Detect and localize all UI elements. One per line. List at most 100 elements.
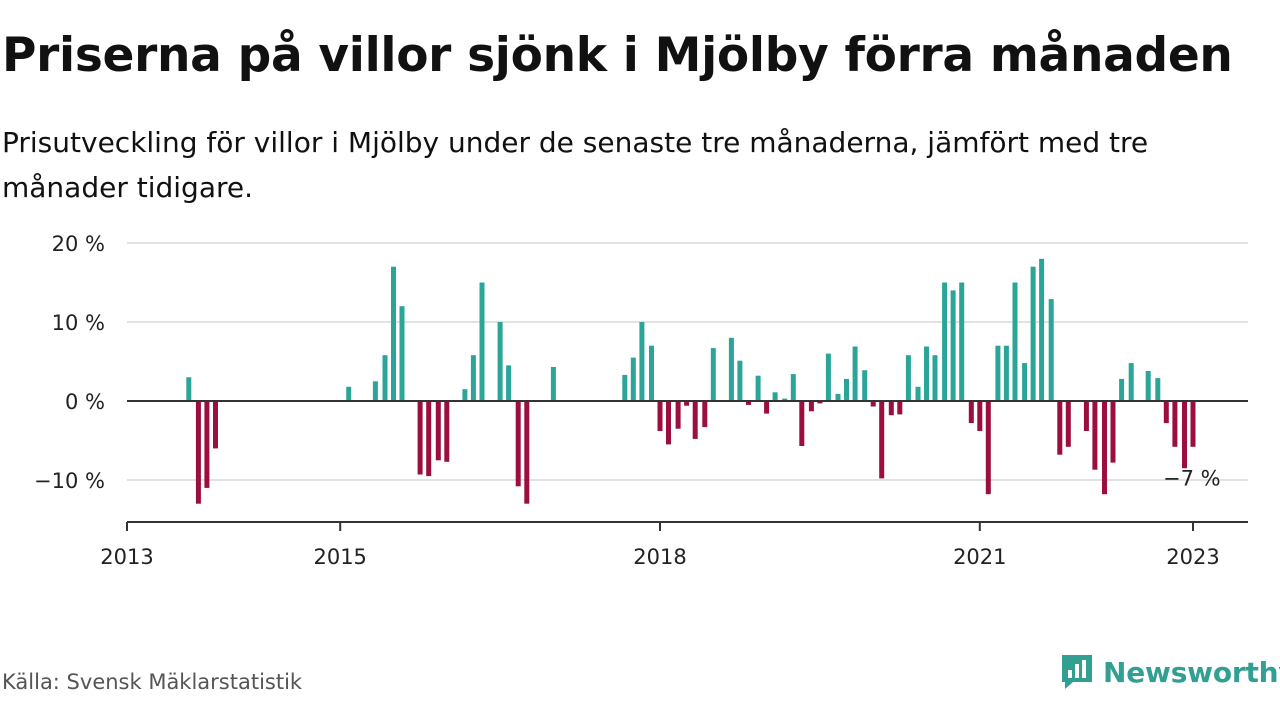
bar <box>684 401 690 406</box>
axes <box>126 400 1248 531</box>
bar <box>657 401 663 431</box>
bar <box>1057 401 1063 455</box>
bar <box>213 401 218 449</box>
bar <box>924 346 929 401</box>
x-tick-label: 2013 <box>100 545 153 569</box>
bar <box>977 401 983 431</box>
bar <box>746 401 751 405</box>
gridlines <box>127 242 1248 481</box>
bar <box>426 401 432 477</box>
bar <box>968 401 974 424</box>
bar <box>1048 299 1054 401</box>
bar <box>195 401 201 504</box>
bar <box>1119 378 1125 401</box>
bar <box>372 381 378 402</box>
x-tick-label: 2023 <box>1166 545 1219 569</box>
bar <box>995 345 1001 401</box>
bar <box>1163 401 1169 424</box>
bar <box>630 357 636 401</box>
bar <box>985 401 991 495</box>
bar <box>391 266 396 401</box>
bar <box>782 398 788 401</box>
bar <box>817 401 823 404</box>
bar <box>622 374 628 401</box>
bar <box>905 355 911 401</box>
bar <box>737 360 743 401</box>
bar <box>1083 401 1089 431</box>
bar <box>870 401 876 407</box>
bar <box>506 365 512 401</box>
bar <box>649 345 654 401</box>
bar <box>710 348 716 401</box>
bar <box>790 374 796 401</box>
y-tick-label: 0 % <box>65 390 105 414</box>
bar <box>497 322 503 401</box>
bar <box>755 375 761 401</box>
bar <box>1030 266 1036 401</box>
bar <box>915 386 921 401</box>
bar <box>959 282 965 401</box>
bar <box>1190 401 1196 447</box>
bar <box>702 401 708 428</box>
bar <box>888 401 894 416</box>
bar <box>1110 401 1116 463</box>
y-tick-label: 10 % <box>52 311 105 335</box>
bar <box>1003 345 1009 401</box>
bar <box>382 355 388 401</box>
bar <box>852 346 858 401</box>
bar <box>764 401 770 414</box>
brand-logo: Newsworthy <box>1059 652 1280 692</box>
bar <box>186 377 192 401</box>
bar <box>799 401 805 446</box>
bar <box>1022 363 1028 401</box>
bar <box>897 401 903 415</box>
bar <box>666 401 671 445</box>
bar <box>470 355 476 401</box>
bar <box>1092 401 1098 470</box>
bar <box>550 367 556 401</box>
bar <box>1172 401 1178 447</box>
x-tick-label: 2018 <box>633 545 686 569</box>
bar <box>515 401 521 487</box>
bar <box>772 392 778 401</box>
tick-labels: 20 % 10 % 0 % −10 % 2013 2015 2018 2021 2023 −7 % <box>34 232 1221 569</box>
newsworthy-logo-icon <box>1062 655 1092 689</box>
bar <box>942 282 948 401</box>
bar <box>825 353 831 401</box>
bar <box>1012 282 1018 401</box>
bar <box>932 355 938 401</box>
chart-subtitle: Prisutveckling för villor i Mjölby under… <box>2 126 1149 204</box>
brand-name: Newsworthy <box>1103 655 1280 689</box>
source-note: Källa: Svensk Mäklarstatistik <box>2 670 303 694</box>
bar <box>1145 371 1151 401</box>
x-tick-label: 2015 <box>313 545 366 569</box>
bar <box>728 337 734 401</box>
bar <box>835 393 841 401</box>
bar <box>417 401 423 475</box>
bar <box>692 401 698 439</box>
bar-chart: 20 % 10 % 0 % −10 % 2013 2015 2018 2021 2023 −7 % <box>34 232 1248 569</box>
bar <box>639 322 645 401</box>
bar <box>435 401 441 461</box>
y-tick-label: 20 % <box>52 232 105 256</box>
bar <box>399 306 405 401</box>
y-tick-label: −10 % <box>34 469 105 493</box>
bar <box>1102 401 1107 495</box>
chart-title: Priserna på villor sjönk i Mjölby förra … <box>2 28 1233 83</box>
bar <box>1039 258 1045 401</box>
bar-series <box>186 258 1196 504</box>
x-tick-label: 2021 <box>953 545 1006 569</box>
bar <box>346 386 352 401</box>
bar <box>204 401 210 488</box>
bar <box>462 389 468 401</box>
bar <box>844 378 849 401</box>
bar <box>675 401 681 429</box>
bar <box>862 370 868 401</box>
bar <box>950 290 956 401</box>
last-value-annotation: −7 % <box>1163 466 1221 490</box>
bar <box>1128 363 1134 401</box>
bar <box>479 282 485 401</box>
bar <box>1065 401 1071 447</box>
bar <box>808 401 814 412</box>
bar <box>444 401 450 462</box>
